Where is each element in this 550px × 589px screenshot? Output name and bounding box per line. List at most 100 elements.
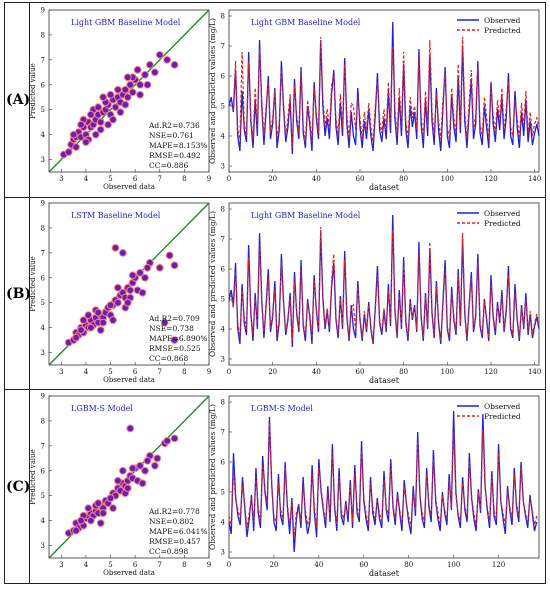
a-scatter-point	[123, 73, 132, 82]
c-series-xtick-label-3: 60	[359, 561, 368, 569]
c-scatter-ytick-label-1: 4	[41, 517, 46, 525]
b-series-ytick-label-2: 5	[221, 296, 225, 304]
c-scatter-ytick-label-3: 6	[41, 467, 46, 475]
b-scatter-point	[96, 326, 105, 335]
a-scatter-stat-1: NSE=0.761	[149, 131, 194, 140]
a-scatter-point	[155, 50, 164, 59]
b-series-title: Light GBM Baseline Model	[251, 211, 361, 220]
c-scatter-point	[114, 476, 122, 485]
a-scatter-ytick-label-6: 9	[41, 7, 45, 15]
a-scatter-point	[121, 100, 130, 109]
c-scatter-stat-4: CC=0.898	[149, 547, 188, 556]
b-scatter-ytick-label-0: 3	[41, 349, 45, 357]
c-scatter-point	[136, 461, 144, 470]
a-scatter-title: Light GBM Baseline Model	[71, 18, 181, 27]
b-scatter-stat-3: RMSE=0.525	[149, 344, 201, 353]
c-scatter-point	[138, 479, 147, 488]
a-series-xtick-label-0: 0	[227, 175, 231, 183]
c-scatter-point	[86, 516, 95, 525]
a-series-xtick-label-3: 60	[356, 175, 365, 183]
a-scatter-point	[91, 130, 100, 139]
c-scatter-xtick-label-3: 6	[133, 561, 138, 569]
a-scatter-ytick-label-3: 6	[41, 81, 46, 89]
a-series-series-predicted	[228, 36, 540, 149]
a-series-xtick-label-6: 120	[484, 175, 497, 183]
a-scatter-stat-0: Ad.R2=0.736	[148, 121, 200, 130]
c-scatter-ytick-label-2: 5	[41, 492, 45, 500]
b-scatter-point	[106, 301, 115, 310]
b-series-series-predicted	[228, 226, 540, 342]
a-series-ytick-label-3: 6	[221, 73, 226, 81]
a-scatter-point	[86, 110, 95, 119]
a-scatter-ytick-label-5: 8	[41, 31, 45, 39]
a-scatter-point	[96, 118, 105, 127]
a-scatter-point	[96, 125, 105, 134]
c-scatter-xlabel: Observed data	[103, 569, 155, 577]
b-series-ytick-label-1: 4	[221, 326, 226, 334]
b-series-legend-observed-label: Observed	[484, 209, 520, 218]
c-scatter-stat-1: NSE=0.802	[149, 517, 194, 526]
c-series-xtick-label-2: 40	[314, 561, 323, 569]
c-scatter-stat-2: MAPE=6.041%	[149, 527, 208, 536]
b-scatter-stat-0: Ad.R2=0.709	[148, 314, 200, 323]
a-scatter-point	[146, 60, 154, 69]
b-scatter-ytick-label-2: 5	[41, 299, 45, 307]
a-scatter-stat-3: RMSE=0.492	[149, 151, 201, 160]
b-scatter-point	[170, 336, 179, 344]
b-scatter-ytick-label-5: 8	[41, 224, 45, 232]
c-series-ytick-label-4: 7	[221, 429, 225, 437]
a-scatter-stat-2: MAPE=8.153%	[149, 141, 208, 150]
b-series-xtick-label-1: 20	[268, 368, 277, 376]
c-series-ytick-label-3: 6	[221, 459, 226, 467]
b-scatter-point	[170, 261, 179, 270]
c-series-legend-observed-label: Observed	[484, 402, 520, 411]
b-scatter-xlabel: Observed data	[103, 376, 155, 384]
c-scatter-stat-0: Ad.R2=0.778	[148, 507, 200, 516]
b-series-xtick-label-6: 120	[484, 368, 497, 376]
c-series-ytick-label-5: 8	[221, 399, 225, 407]
c-scatter-point	[128, 464, 137, 473]
a-series-ytick-label-2: 5	[221, 103, 225, 111]
c-series-ylabel: Observed and predicted values (mg/L)	[208, 404, 217, 550]
c-scatter-point	[123, 484, 132, 493]
a-scatter-point	[106, 90, 115, 99]
b-scatter-point	[118, 248, 127, 257]
a-series-title: Light GBM Baseline Model	[251, 18, 361, 27]
a-series-xtick-label-5: 100	[441, 175, 454, 183]
b-series-xlabel: dataset	[369, 376, 400, 385]
c-series-legend-predicted-label: Predicted	[484, 412, 521, 421]
a-series-ytick-label-0: 3	[221, 163, 225, 171]
b-scatter-ytick-label-3: 6	[41, 274, 46, 282]
b-series-ytick-label-0: 3	[221, 356, 225, 364]
a-scatter-point	[126, 80, 135, 89]
a-scatter-point	[163, 55, 172, 64]
row-divider-1	[4, 197, 546, 198]
a-scatter-ytick-label-4: 7	[41, 56, 45, 64]
c-scatter-point	[77, 516, 85, 525]
c-series-xlabel: dataset	[369, 569, 400, 578]
c-scatter-ytick-label-5: 8	[41, 417, 45, 425]
c-scatter-xtick-label-0: 3	[59, 561, 63, 569]
b-scatter-ytick-label-4: 7	[41, 249, 45, 257]
a-series-legend-observed-label: Observed	[484, 16, 520, 25]
c-series-ytick-label-2: 5	[221, 489, 225, 497]
b-scatter-point	[136, 268, 144, 277]
b-scatter-stat-1: NSE=0.738	[149, 324, 194, 333]
c-scatter-point	[99, 509, 108, 518]
a-scatter-point	[170, 60, 179, 69]
a-scatter-point	[136, 80, 144, 89]
c-scatter-point	[106, 494, 115, 503]
b-series-legend-predicted-label: Predicted	[484, 219, 521, 228]
b-scatter-point	[123, 298, 132, 307]
b-scatter-point	[160, 318, 169, 327]
a-series-ylabel: Observed and predicted values (mg/L)	[208, 18, 217, 164]
a-series-ytick-label-5: 8	[221, 13, 225, 21]
c-scatter-point	[170, 434, 179, 443]
row-divider-2	[4, 389, 546, 390]
b-scatter-stat-4: CC=0.868	[149, 354, 188, 363]
a-scatter-ytick-label-2: 5	[41, 106, 45, 114]
a-scatter-point	[116, 108, 125, 117]
b-scatter-point	[86, 323, 95, 332]
b-scatter-ylabel: Predicted value	[29, 256, 37, 312]
